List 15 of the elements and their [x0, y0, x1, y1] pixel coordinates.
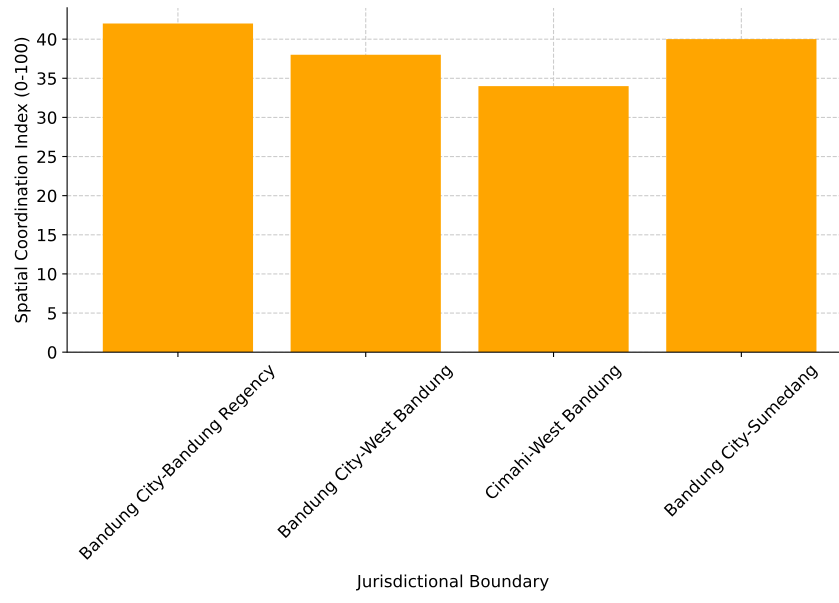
y-tick-label: 35 [37, 72, 56, 85]
y-tick-label: 40 [37, 33, 56, 46]
x-axis-title: Jurisdictional Boundary [356, 574, 549, 591]
y-axis-title: Spatial Coordination Index (0-100) [14, 38, 31, 322]
y-tick-label: 30 [37, 111, 56, 124]
y-tick-label: 5 [48, 307, 56, 320]
bar [478, 86, 629, 352]
y-tick-label: 10 [38, 268, 56, 280]
y-tick-label: 25 [37, 150, 56, 164]
bar [666, 39, 816, 352]
y-tick-label: 15 [38, 228, 56, 242]
y-tick-label: 20 [37, 190, 56, 202]
y-tick-label: 0 [48, 346, 56, 359]
bar [102, 23, 254, 352]
bar [290, 54, 441, 352]
